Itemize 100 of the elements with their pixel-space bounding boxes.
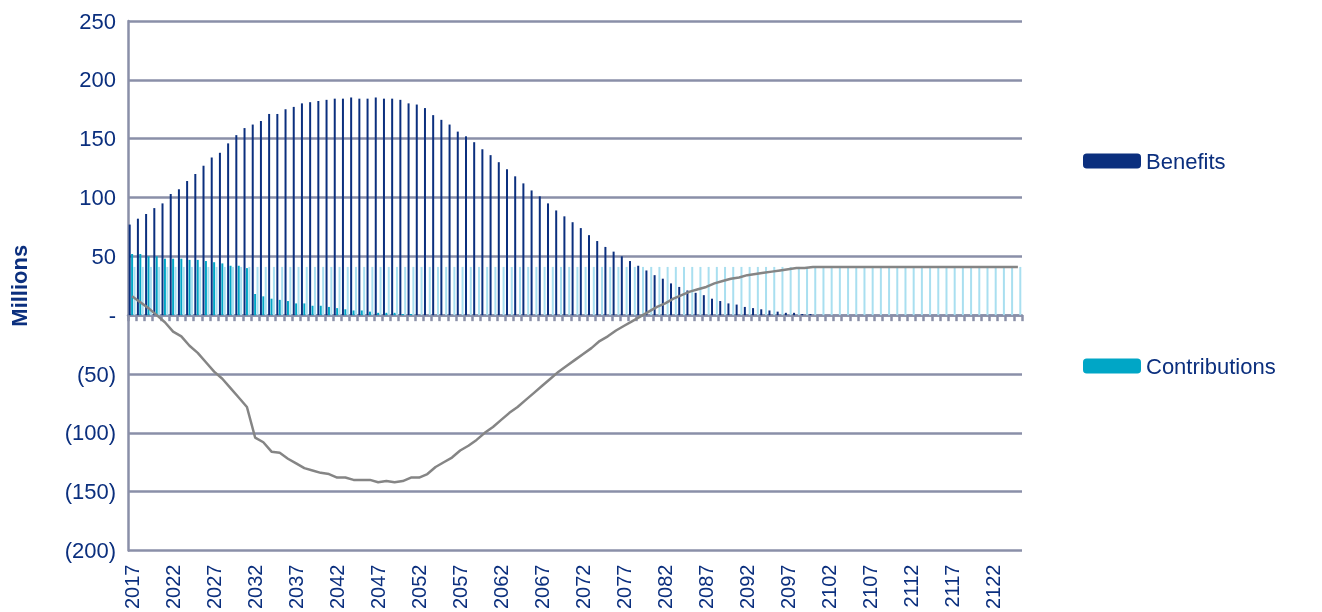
- bar: [309, 102, 312, 316]
- x-tick-label: 2122: [982, 564, 1005, 610]
- bar: [514, 176, 517, 316]
- x-tick-label: 2117: [941, 564, 964, 608]
- bar: [254, 293, 257, 316]
- bar: [163, 258, 166, 316]
- x-tick-label: 2067: [531, 564, 554, 610]
- bar: [629, 261, 632, 316]
- bar: [407, 103, 410, 316]
- bar: [346, 266, 349, 316]
- y-axis-title: Millions: [6, 244, 32, 327]
- bar: [289, 266, 292, 316]
- bar: [538, 196, 541, 316]
- bar: [715, 266, 718, 316]
- bar: [259, 121, 262, 316]
- bar: [180, 258, 183, 316]
- bar: [551, 266, 554, 316]
- bar: [978, 266, 981, 316]
- bar: [702, 295, 705, 316]
- bar: [814, 266, 817, 316]
- bar: [166, 266, 169, 316]
- bar: [305, 266, 308, 316]
- bar: [199, 266, 202, 316]
- bar: [929, 266, 932, 316]
- bar: [399, 99, 402, 316]
- bar: [1002, 266, 1005, 316]
- bar: [194, 173, 197, 316]
- x-tick-label: 2097: [777, 564, 800, 610]
- bar: [489, 155, 492, 316]
- x-tick-label: 2077: [613, 564, 636, 610]
- bar: [371, 266, 374, 316]
- x-tick-label: 2062: [490, 564, 513, 610]
- x-tick-label: 2087: [695, 564, 718, 610]
- bar: [227, 143, 230, 316]
- bar: [456, 131, 459, 316]
- bar: [711, 298, 714, 316]
- bar: [637, 265, 640, 316]
- bar: [642, 266, 645, 316]
- bar: [432, 115, 435, 316]
- bar: [522, 183, 525, 316]
- bar: [596, 241, 599, 316]
- bar: [633, 266, 636, 316]
- bar: [155, 256, 158, 316]
- bar: [295, 303, 298, 316]
- bar: [145, 213, 148, 316]
- y-tick-label: -: [108, 302, 116, 328]
- bar: [336, 308, 339, 316]
- bar: [518, 266, 521, 316]
- bar: [760, 309, 763, 316]
- bar: [268, 113, 271, 316]
- bar: [625, 266, 628, 316]
- bar: [297, 266, 300, 316]
- bar: [822, 266, 825, 316]
- bar: [970, 266, 973, 316]
- bar: [797, 266, 800, 316]
- x-tick-label: 2022: [162, 564, 185, 610]
- y-tick-label: 100: [79, 185, 116, 210]
- bar: [555, 210, 558, 316]
- legend-label: Benefits: [1146, 148, 1226, 174]
- bar: [727, 303, 730, 316]
- y-tick-label: (100): [64, 420, 116, 446]
- bar: [863, 266, 866, 316]
- bar: [149, 266, 152, 316]
- bar: [366, 98, 369, 316]
- bar: [215, 266, 218, 316]
- bar: [264, 266, 267, 316]
- bar: [961, 266, 964, 316]
- bar: [719, 301, 722, 316]
- bar: [1011, 266, 1014, 316]
- bar: [592, 266, 595, 316]
- bar: [182, 266, 185, 316]
- bar: [674, 266, 677, 316]
- bar: [440, 119, 443, 316]
- bar: [158, 266, 161, 316]
- bar: [678, 286, 681, 316]
- bar: [781, 266, 784, 316]
- bar: [174, 266, 177, 316]
- bar: [404, 266, 407, 316]
- bar: [354, 266, 357, 316]
- x-tick-label: 2017: [121, 564, 144, 610]
- bar: [251, 124, 254, 316]
- bar: [218, 152, 221, 316]
- bar: [735, 304, 738, 316]
- x-tick-label: 2042: [326, 564, 349, 610]
- bar: [278, 299, 281, 316]
- bar: [888, 266, 891, 316]
- bar: [879, 266, 882, 316]
- bar: [601, 266, 604, 316]
- bar: [546, 203, 549, 316]
- bar: [1019, 266, 1022, 316]
- bar: [588, 235, 590, 316]
- bar: [670, 283, 673, 316]
- bar: [153, 208, 156, 316]
- bar: [683, 266, 686, 316]
- bar: [773, 266, 776, 316]
- bar: [169, 193, 172, 316]
- y-tick-label: 50: [91, 243, 116, 269]
- bar: [855, 266, 858, 316]
- bar: [584, 266, 587, 316]
- bar: [765, 266, 768, 316]
